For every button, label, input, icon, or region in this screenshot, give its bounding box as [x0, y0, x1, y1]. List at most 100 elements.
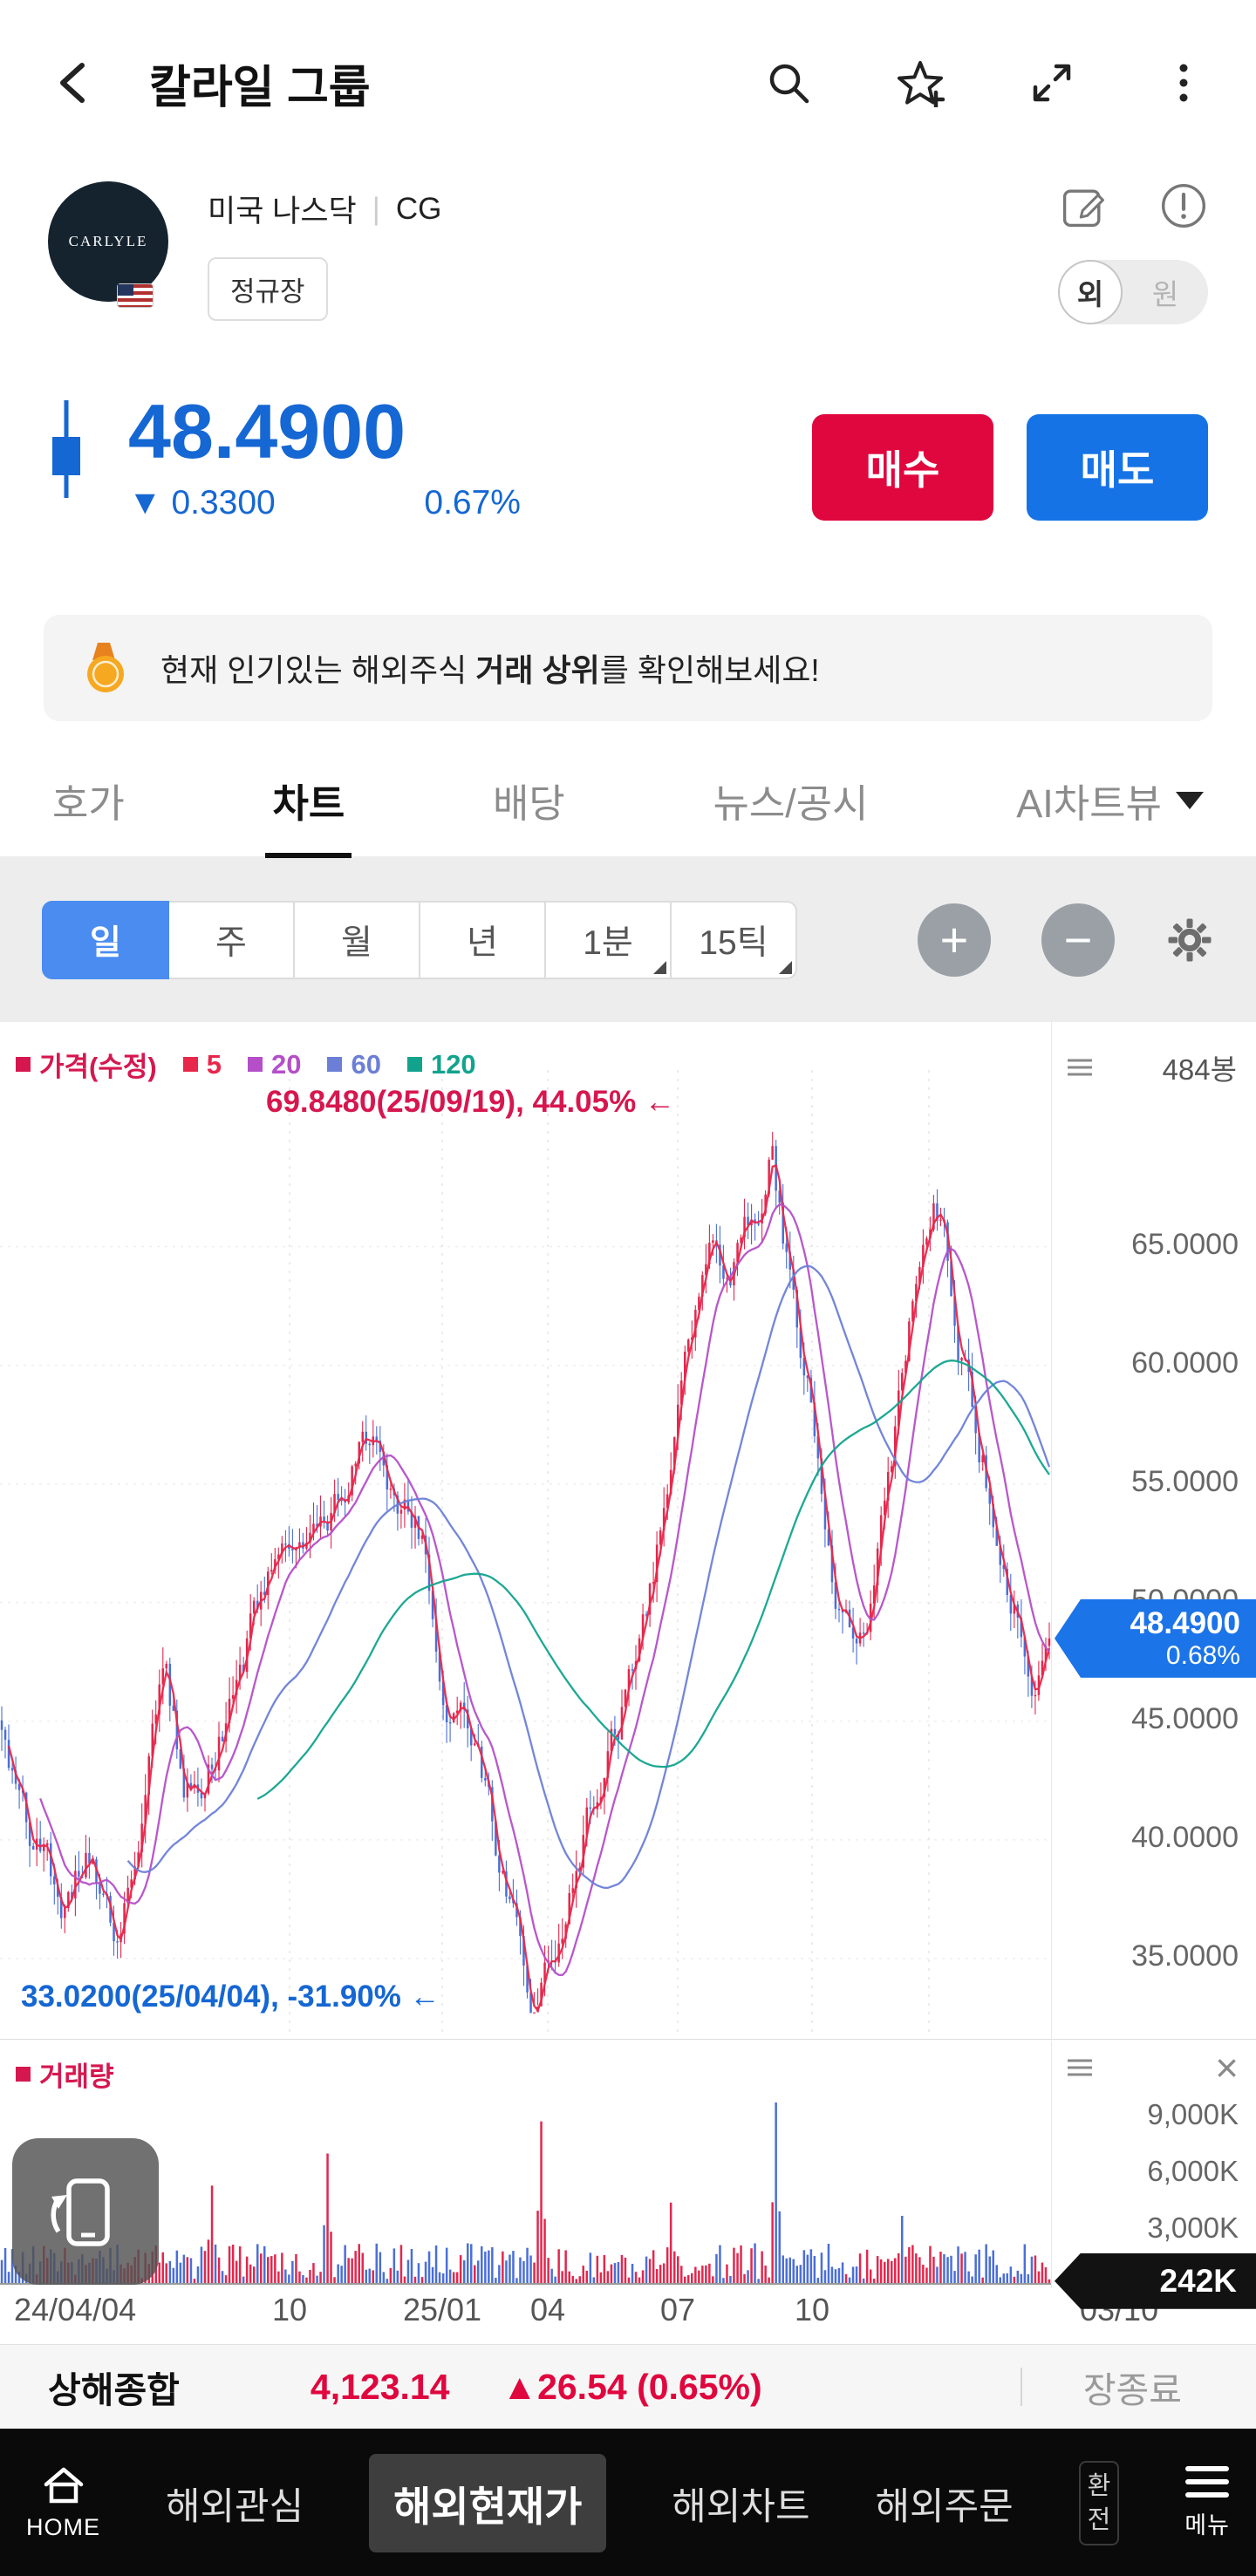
candle-icon — [52, 400, 80, 498]
banner-text: 현재 인기있는 해외주식 거래 상위를 확인해보세요! — [160, 652, 820, 688]
y-axis-label: 60.0000 — [1131, 1346, 1239, 1380]
x-axis-label: 07 — [659, 2292, 696, 2327]
stock-tabs: 호가 차트 배당 뉴스/공시 AI차트뷰 — [0, 752, 1256, 858]
separator: | — [372, 191, 380, 226]
volume-axis-panel: × 9,000K 6,000K 3,000K 242K — [1051, 2041, 1256, 2309]
rotate-screen-button[interactable] — [12, 2138, 159, 2285]
high-annotation: 69.8480(25/09/19), 44.05% ← — [266, 1085, 675, 1119]
price-change-pct: 0.67% — [424, 484, 521, 522]
low-annotation: 33.0200(25/04/04), -31.90% ← — [21, 1980, 440, 2014]
price-change: ▼ 0.3300 — [128, 484, 276, 522]
market-status: 장종료 — [1082, 2370, 1182, 2410]
x-axis-label: 04 — [529, 2292, 566, 2327]
expand-fullscreen-icon[interactable] — [1027, 58, 1076, 107]
volume-axis-label: 6,000K — [1147, 2155, 1239, 2187]
current-price-tag: 48.4900 0.68% — [1055, 1598, 1256, 1678]
edit-icon[interactable] — [1060, 181, 1109, 230]
more-menu-icon[interactable] — [1159, 58, 1208, 107]
home-icon — [44, 2467, 83, 2504]
chart-settings-gear-icon[interactable] — [1165, 916, 1214, 964]
x-axis-label: 10 — [271, 2292, 308, 2327]
tab-news[interactable]: 뉴스/공시 — [713, 781, 869, 826]
tab-dividend[interactable]: 배당 — [492, 781, 565, 826]
search-icon[interactable] — [764, 58, 813, 107]
top-bar: 칼라일 그룹 — [0, 0, 1256, 166]
stock-logo: CARLYLE — [48, 181, 168, 307]
period-1min-button[interactable]: 1분 — [544, 901, 672, 979]
legend-item: 120 — [406, 1049, 476, 1080]
currency-toggle-foreign[interactable]: 외 — [1058, 260, 1123, 324]
volume-menu-icon[interactable] — [1068, 2058, 1092, 2077]
back-icon[interactable] — [48, 58, 97, 107]
price-axis-panel: 484봉 65.000060.000055.000050.000045.0000… — [1051, 1022, 1256, 2039]
us-flag-icon — [118, 284, 154, 307]
chart-toolbar: 일 주 월 년 1분 15틱 + − — [0, 858, 1256, 1022]
price-section: 48.4900 ▼ 0.3300 0.67% 매수 매도 — [0, 379, 1256, 606]
legend-item: 5 — [182, 1049, 222, 1080]
volume-axis-label: 3,000K — [1147, 2211, 1239, 2244]
zoom-in-button[interactable]: + — [918, 903, 991, 977]
info-alert-icon[interactable] — [1159, 181, 1208, 230]
legend-item: 60 — [327, 1049, 381, 1080]
market-label: 미국 나스닥 — [208, 194, 357, 228]
currency-toggle-won[interactable]: 원 — [1151, 278, 1179, 310]
close-volume-icon[interactable]: × — [1215, 2045, 1239, 2090]
currency-toggle[interactable]: 외 원 — [1058, 260, 1208, 324]
volume-legend: 거래량 — [16, 2055, 114, 2094]
nav-overseas-chart[interactable]: 해외차트 — [672, 2485, 810, 2528]
y-axis-label: 65.0000 — [1131, 1227, 1239, 1261]
page-title: 칼라일 그룹 — [149, 62, 371, 113]
volume-legend-swatch — [16, 2067, 31, 2082]
tab-ai-chartview[interactable]: AI차트뷰 — [1016, 772, 1204, 856]
x-axis-labels: 24/04/04 10 25/01 04 07 10 03/10 — [0, 2292, 1256, 2339]
period-15tick-button[interactable]: 15틱 — [670, 901, 797, 979]
nav-overseas-watchlist[interactable]: 해외관심 — [165, 2485, 304, 2528]
period-week-button[interactable]: 주 — [167, 901, 295, 979]
nav-exchange-vertical[interactable]: 환 전 — [1078, 2460, 1120, 2546]
bars-count-label: 484봉 — [1162, 1053, 1237, 1086]
nav-overseas-order[interactable]: 해외주문 — [875, 2485, 1014, 2528]
y-axis-label: 40.0000 — [1131, 1820, 1239, 1854]
x-axis-label: 25/01 — [402, 2292, 482, 2327]
menu-hamburger-icon — [1185, 2466, 1230, 2498]
price-chart-plot[interactable] — [0, 1022, 1051, 2039]
dropdown-corner-icon — [779, 961, 792, 974]
index-divider — [1020, 2368, 1022, 2406]
index-name: 상해종합 — [48, 2370, 180, 2410]
current-price: 48.4900 — [128, 388, 406, 474]
period-day-button[interactable]: 일 — [42, 901, 169, 979]
nav-menu[interactable]: 메뉴 — [1184, 2466, 1230, 2540]
nav-overseas-quote[interactable]: 해외현재가 — [369, 2454, 607, 2552]
volume-divider — [0, 2039, 1256, 2040]
chevron-down-icon — [1175, 791, 1204, 809]
stock-header: CARLYLE 미국 나스닥 | CG 정규장 외 원 — [0, 166, 1256, 379]
period-year-button[interactable]: 년 — [419, 901, 546, 979]
axis-menu-icon[interactable] — [1068, 1058, 1092, 1077]
promo-banner[interactable]: 현재 인기있는 해외주식 거래 상위를 확인해보세요! — [44, 615, 1212, 721]
chart-legend: 가격(수정) 5 20 60 120 — [16, 1045, 476, 1084]
favorite-star-add-icon[interactable] — [896, 58, 945, 107]
nav-home[interactable]: HOME — [26, 2465, 100, 2541]
index-value: 4,123.14 — [310, 2366, 450, 2407]
x-axis-label: 24/04/04 — [14, 2292, 137, 2327]
zoom-out-button[interactable]: − — [1041, 903, 1115, 977]
medal-icon — [87, 643, 124, 692]
tab-chart[interactable]: 차트 — [265, 772, 352, 858]
session-badge: 정규장 — [208, 257, 328, 321]
logo-text: CARLYLE — [68, 233, 148, 249]
chart-area[interactable]: 가격(수정) 5 20 60 120 69.8480(25/09/19), 44.05%… — [0, 1022, 1256, 2344]
legend-item: 20 — [247, 1049, 301, 1080]
buy-button[interactable]: 매수 — [812, 414, 993, 521]
period-month-button[interactable]: 월 — [293, 901, 420, 979]
index-ticker-bar[interactable]: 상해종합 4,123.14 ▲26.54 (0.65%) 장종료 — [0, 2344, 1256, 2429]
volume-axis-label: 9,000K — [1147, 2098, 1239, 2130]
sell-button[interactable]: 매도 — [1027, 414, 1208, 521]
y-axis-label: 35.0000 — [1131, 1939, 1239, 1973]
period-segmented-control: 일 주 월 년 1분 15틱 — [42, 901, 797, 979]
legend-item: 가격(수정) — [16, 1045, 157, 1084]
y-axis-label: 45.0000 — [1131, 1701, 1239, 1735]
tab-hoga[interactable]: 호가 — [52, 781, 125, 826]
bottom-nav: HOME 해외관심 해외현재가 해외차트 해외주문 환 전 메뉴 — [0, 2429, 1256, 2576]
ticker-symbol: CG — [395, 191, 442, 226]
